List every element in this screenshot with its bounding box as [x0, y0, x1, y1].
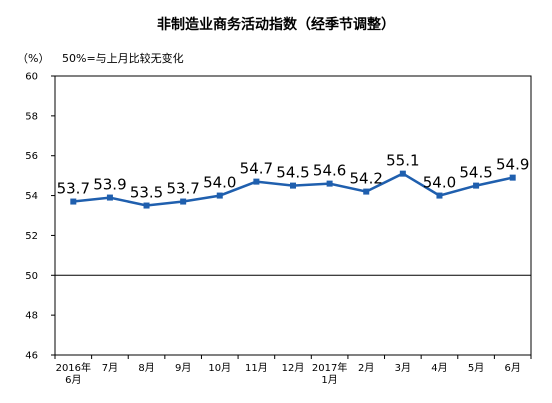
- plot-frame: [54, 75, 532, 356]
- x-tick-label: 12月: [282, 362, 305, 374]
- x-tick-label: 9月: [175, 362, 191, 374]
- y-tick-label: 54: [25, 191, 38, 202]
- x-tick-label: 4月: [431, 362, 447, 374]
- y-tick-label: 56: [25, 151, 38, 162]
- x-tick-label: 11月: [245, 362, 268, 374]
- y-tick-label: 58: [25, 111, 38, 122]
- data-label: 54.0: [423, 174, 456, 192]
- x-tick-label: 2016年: [56, 361, 91, 374]
- y-tick-label: 46: [25, 351, 38, 362]
- data-point: [290, 182, 296, 189]
- data-label: 54.6: [313, 162, 346, 180]
- data-point: [70, 198, 77, 205]
- data-label: 53.7: [57, 180, 90, 198]
- x-tick-label: 2017年: [312, 361, 347, 374]
- data-point: [473, 182, 480, 189]
- data-point: [253, 178, 260, 185]
- x-tick-label: 3月: [395, 362, 411, 374]
- y-tick-label: 60: [25, 72, 38, 83]
- x-tick-label: 10月: [208, 362, 231, 374]
- y-tick-label: 48: [25, 311, 38, 322]
- x-tick-label-line2: 6月: [65, 374, 81, 386]
- y-tick-label: 50: [25, 271, 38, 282]
- axes: [54, 75, 532, 356]
- data-label: 54.9: [496, 156, 529, 174]
- data-labels: 53.7 53.9 53.5 53.7 54.054.7 54.5 54.6 54.255.1…: [57, 152, 530, 202]
- x-tick-label: 6月: [505, 362, 521, 374]
- data-label: 54.2: [350, 170, 383, 188]
- data-label: 54.0: [203, 174, 236, 192]
- data-label: 53.9: [93, 176, 126, 194]
- data-point: [180, 198, 187, 205]
- x-tick-label: 2月: [358, 362, 374, 374]
- data-point: [399, 170, 406, 177]
- x-tick-label: 7月: [102, 362, 118, 374]
- data-label: 54.5: [459, 164, 492, 182]
- data-point: [509, 174, 516, 181]
- data-point: [326, 180, 333, 187]
- annotation: 50%=与上月比较无变化: [62, 52, 184, 65]
- data-label: 54.5: [276, 164, 309, 182]
- data-label: 53.7: [166, 180, 199, 198]
- series: [70, 170, 516, 209]
- data-point: [216, 192, 223, 199]
- x-tick-label-line2: 1月: [321, 374, 337, 386]
- unit-label: （%）: [17, 52, 50, 65]
- data-point: [143, 202, 150, 209]
- x-tick-label: 8月: [138, 362, 154, 374]
- y-tick-label: 52: [25, 231, 38, 242]
- data-label: 54.7: [240, 160, 273, 178]
- data-point: [106, 194, 113, 201]
- data-point: [363, 188, 370, 195]
- data-label: 55.1: [386, 152, 419, 170]
- page-title: 非制造业商务活动指数（经季节调整）: [157, 17, 395, 33]
- data-point: [436, 192, 443, 199]
- y-axis-ticks: 46 48 50 52 54 56 58 60: [25, 72, 55, 362]
- data-label: 53.5: [130, 184, 163, 202]
- x-tick-label: 5月: [468, 362, 484, 374]
